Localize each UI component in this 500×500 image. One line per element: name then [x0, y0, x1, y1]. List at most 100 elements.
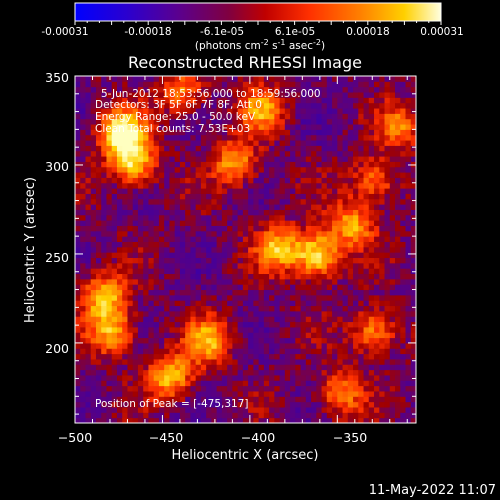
heatmap-cell: [258, 246, 265, 253]
heatmap-cell: [253, 412, 260, 419]
heatmap-cell: [101, 214, 107, 221]
heatmap-cell: [221, 396, 228, 403]
heatmap-cell: [379, 166, 386, 173]
heatmap-cell: [253, 177, 260, 184]
heatmap-cell: [137, 92, 144, 98]
heatmap-cell: [274, 348, 281, 355]
heatmap-cell: [232, 204, 239, 210]
heatmap-cell: [143, 172, 149, 178]
heatmap-cell: [90, 182, 97, 189]
heatmap-cell: [221, 380, 228, 387]
heatmap-cell: [169, 369, 176, 376]
heatmap-cell: [410, 289, 416, 296]
heatmap-cell: [158, 236, 165, 242]
heatmap-cell: [321, 140, 328, 146]
heatmap-cell: [116, 358, 123, 365]
heatmap-cell: [122, 92, 128, 98]
heatmap-cell: [326, 102, 333, 109]
heatmap-cell: [295, 220, 302, 226]
heatmap-cell: [358, 145, 365, 152]
heatmap-cell: [395, 348, 401, 355]
heatmap-cell: [200, 150, 207, 157]
heatmap-cell: [80, 92, 86, 98]
heatmap-cell: [164, 412, 170, 419]
heatmap-cell: [379, 204, 386, 210]
heatmap-cell: [211, 380, 218, 387]
heatmap-cell: [206, 150, 212, 157]
heatmap-cell: [274, 92, 281, 98]
heatmap-cell: [221, 220, 228, 226]
heatmap-cell: [253, 294, 260, 301]
heatmap-cell: [274, 380, 281, 387]
heatmap-cell: [200, 385, 207, 392]
heatmap-cell: [258, 294, 265, 301]
heatmap-cell: [374, 294, 380, 301]
heatmap-cell: [284, 401, 291, 408]
heatmap-cell: [153, 236, 160, 242]
heatmap-cell: [405, 310, 412, 317]
heatmap-cell: [237, 230, 244, 237]
heatmap-cell: [405, 268, 412, 275]
heatmap-cell: [195, 284, 202, 291]
heatmap-cell: [353, 284, 359, 291]
heatmap-cell: [116, 289, 123, 296]
heatmap-cell: [384, 380, 391, 387]
heatmap-cell: [116, 134, 123, 141]
heatmap-cell: [80, 204, 86, 210]
heatmap-cell: [279, 364, 286, 371]
heatmap-cell: [263, 369, 270, 376]
heatmap-cell: [242, 385, 249, 392]
heatmap-cell: [75, 380, 81, 387]
heatmap-cell: [90, 193, 97, 200]
heatmap-cell: [179, 124, 186, 130]
heatmap-cell: [80, 188, 86, 194]
heatmap-cell: [400, 294, 407, 301]
heatmap-cell: [101, 166, 107, 173]
heatmap-cell: [153, 337, 160, 344]
heatmap-cell: [305, 198, 312, 205]
heatmap-cell: [153, 81, 160, 88]
heatmap-cell: [111, 86, 118, 93]
heatmap-cell: [311, 204, 317, 210]
heatmap-cell: [269, 358, 275, 365]
heatmap-cell: [311, 284, 317, 291]
heatmap-cell: [164, 140, 170, 146]
heatmap-cell: [153, 273, 160, 280]
heatmap-cell: [127, 278, 134, 285]
heatmap-cell: [158, 220, 165, 226]
heatmap-cell: [195, 294, 202, 301]
heatmap-cell: [321, 417, 328, 423]
heatmap-cell: [311, 193, 317, 200]
heatmap-cell: [395, 262, 401, 269]
heatmap-cell: [232, 268, 239, 275]
heatmap-cell: [195, 412, 202, 419]
heatmap-cell: [111, 236, 118, 242]
heatmap-cell: [347, 129, 354, 136]
heatmap-cell: [211, 246, 218, 253]
heatmap-cell: [326, 284, 333, 291]
heatmap-cell: [153, 92, 160, 98]
heatmap-cell: [164, 369, 170, 376]
heatmap-cell: [232, 374, 239, 381]
heatmap-cell: [90, 236, 97, 242]
heatmap-cell: [122, 113, 128, 120]
heatmap-cell: [95, 140, 102, 146]
heatmap-cell: [211, 374, 218, 381]
heatmap-cell: [279, 353, 286, 360]
heatmap-cell: [384, 86, 391, 93]
heatmap-cell: [158, 374, 165, 381]
heatmap-cell: [295, 140, 302, 146]
heatmap-cell: [169, 348, 176, 355]
heatmap-cell: [85, 214, 92, 221]
heatmap-cell: [305, 326, 312, 333]
heatmap-cell: [85, 294, 92, 301]
heatmap-cell: [405, 406, 412, 413]
heatmap-cell: [153, 358, 160, 365]
heatmap-cell: [111, 316, 118, 323]
heatmap-cell: [337, 86, 344, 93]
heatmap-cell: [95, 161, 102, 168]
heatmap-cell: [195, 417, 202, 423]
heatmap-cell: [316, 289, 323, 296]
heatmap-cell: [332, 374, 338, 381]
heatmap-cell: [405, 220, 412, 226]
